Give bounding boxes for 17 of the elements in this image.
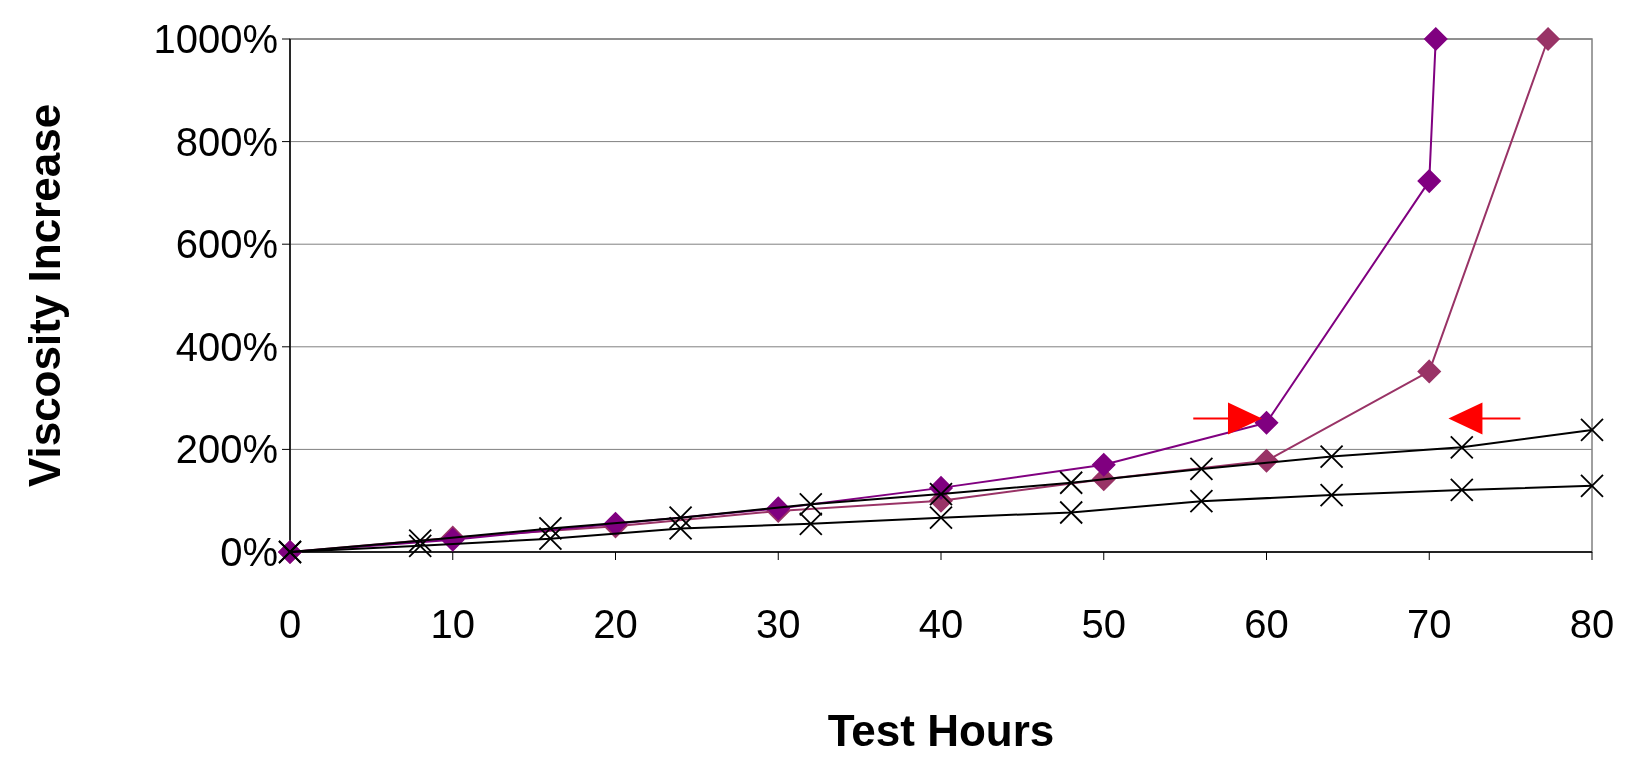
y-tick-label: 0% (220, 530, 278, 574)
y-tick-label: 400% (175, 324, 278, 369)
x-axis-title: Test Hours (827, 706, 1055, 755)
x-tick-label: 70 (1407, 602, 1452, 646)
y-axis-title: Viscosity Increase (20, 103, 69, 488)
y-tick-label: 200% (175, 427, 278, 472)
x-tick-label: 30 (756, 602, 801, 646)
x-tick-label: 40 (918, 602, 964, 646)
y-tick-label: 600% (175, 222, 278, 267)
x-tick-label: 20 (593, 602, 638, 646)
x-tick-label: 0 (278, 602, 302, 646)
x-tick-label: 60 (1244, 602, 1289, 646)
x-tick-label: 10 (430, 602, 475, 646)
y-tick-label: 800% (175, 119, 278, 164)
y-tick-label: 1000% (153, 17, 278, 61)
x-tick-label: 50 (1081, 602, 1126, 646)
x-tick-label: 80 (1569, 602, 1615, 646)
